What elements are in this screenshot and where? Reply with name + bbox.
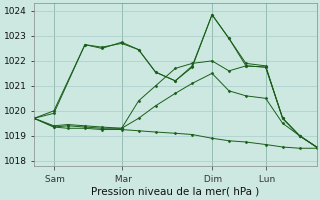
X-axis label: Pression niveau de la mer( hPa ): Pression niveau de la mer( hPa ) <box>91 187 260 197</box>
